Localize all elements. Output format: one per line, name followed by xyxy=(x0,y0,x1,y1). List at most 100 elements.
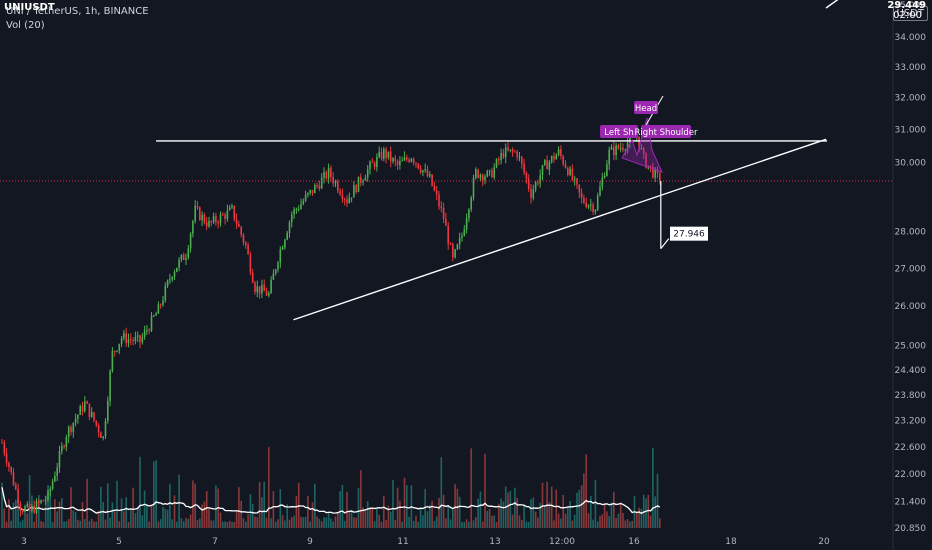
candle-body xyxy=(238,224,240,227)
volume-bar xyxy=(182,521,185,528)
volume-bar xyxy=(583,473,585,528)
volume-bar xyxy=(153,461,155,528)
volume-bar xyxy=(295,496,298,528)
candle-body xyxy=(300,203,302,210)
volume-bar xyxy=(219,512,222,528)
volume-bar xyxy=(445,518,447,528)
candle-body xyxy=(431,174,433,186)
candle-body xyxy=(132,340,134,342)
candle-body xyxy=(387,151,390,158)
volume-bar xyxy=(392,479,394,528)
candle-body xyxy=(619,147,622,149)
candle-body xyxy=(534,182,537,190)
time-tick-label: 3 xyxy=(21,537,27,547)
candle-body xyxy=(272,273,275,280)
candle-body xyxy=(615,145,617,156)
candle-body xyxy=(258,286,261,294)
candle-body xyxy=(378,151,380,157)
candle-body xyxy=(40,500,42,503)
volume-bar xyxy=(58,501,61,528)
candle-body xyxy=(28,504,31,511)
candle-body xyxy=(348,197,351,204)
volume-bar xyxy=(470,448,472,528)
candle-body xyxy=(143,330,146,337)
volume-bar xyxy=(127,521,130,528)
symbol-title[interactable]: UNI / TetherUS, 1h, BINANCE xyxy=(6,6,149,17)
candle-body xyxy=(212,216,215,223)
volume-bar xyxy=(537,517,539,528)
candle-body xyxy=(314,185,316,194)
candle-body xyxy=(454,249,456,258)
candle-body xyxy=(176,267,178,272)
candle-body xyxy=(178,259,180,268)
candle-body xyxy=(544,160,546,166)
candle-body xyxy=(422,170,424,173)
candle-body xyxy=(613,146,615,156)
volume-bar xyxy=(251,503,254,528)
candle-body xyxy=(562,156,564,165)
candle-body xyxy=(109,371,111,401)
price-axis[interactable]: 34.000 33.000 32.000 31.000 30.000 28.000 27.0… xyxy=(895,1,927,534)
volume-bar xyxy=(378,514,380,528)
time-axis[interactable]: 3 5 7 9 11 13 12:00 16 18 20 xyxy=(21,537,830,547)
volume-bar xyxy=(247,514,249,528)
candle-body xyxy=(240,226,242,235)
volume-bar xyxy=(523,505,525,528)
volume-bar xyxy=(102,502,104,528)
volume-bar xyxy=(228,520,231,528)
volume-bar xyxy=(187,518,190,528)
volume-bar xyxy=(240,500,242,528)
candle-body xyxy=(601,177,604,187)
candle-body xyxy=(1,442,3,444)
candle-body xyxy=(594,209,597,212)
candle-body xyxy=(649,165,652,167)
volume-bar xyxy=(325,517,328,528)
volume-bar xyxy=(95,521,98,528)
volume-label[interactable]: Vol (20) xyxy=(6,20,45,31)
candle-body xyxy=(171,276,173,280)
candle-body xyxy=(164,285,167,301)
candle-body xyxy=(470,197,472,210)
candle-body xyxy=(284,239,286,248)
volume-bar xyxy=(461,521,463,528)
volume-bar xyxy=(389,511,392,528)
candle-body xyxy=(270,279,272,294)
candle-body xyxy=(38,501,40,503)
candle-body xyxy=(383,148,385,159)
volume-bar xyxy=(488,508,491,528)
candle-body xyxy=(5,453,8,464)
candle-body xyxy=(608,149,610,165)
volume-bar xyxy=(5,521,8,528)
candle-body xyxy=(222,214,224,216)
candle-body xyxy=(537,182,539,184)
volume-bar xyxy=(362,507,364,528)
candle-body xyxy=(433,185,436,191)
candle-body xyxy=(81,406,84,412)
volume-bar xyxy=(15,499,17,528)
candle-body xyxy=(217,222,219,224)
volume-bar xyxy=(516,497,518,528)
volume-bar xyxy=(380,521,383,528)
volume-bar xyxy=(642,494,645,528)
volume-bar xyxy=(201,504,203,528)
currency-badge[interactable]: USDT xyxy=(892,6,928,21)
volume-bar xyxy=(491,515,493,528)
time-tick-label: 11 xyxy=(397,537,408,547)
volume-bar xyxy=(601,514,604,528)
volume-bar xyxy=(502,501,505,528)
candle-body xyxy=(219,214,222,224)
candle-body xyxy=(136,335,139,338)
candle-body xyxy=(228,207,231,211)
candle-body xyxy=(35,501,38,513)
candle-body xyxy=(403,157,406,161)
volume-bar xyxy=(424,488,426,528)
volume-bar xyxy=(373,521,376,528)
volume-bar xyxy=(403,477,406,528)
candle-body xyxy=(442,208,445,219)
time-tick-label: 13 xyxy=(489,537,500,547)
candle-body xyxy=(337,181,339,192)
volume-bar xyxy=(235,512,238,528)
volume-bar xyxy=(194,483,196,528)
